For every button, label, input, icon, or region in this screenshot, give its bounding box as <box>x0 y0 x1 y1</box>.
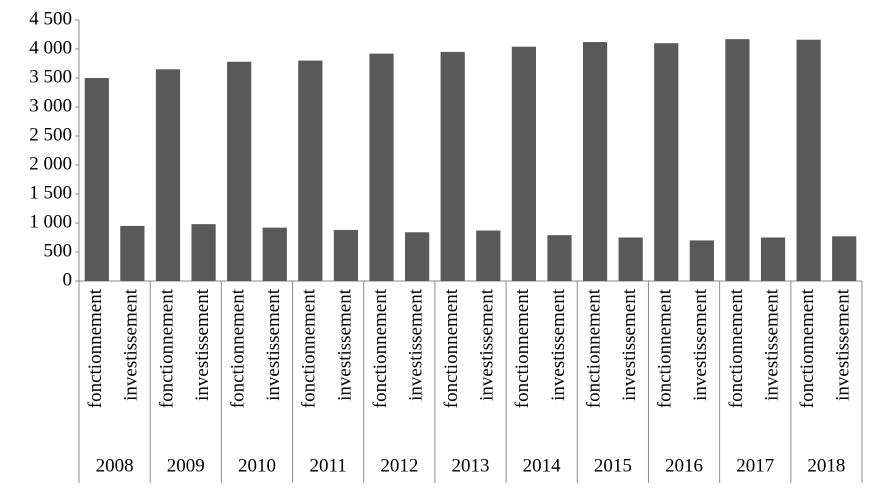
x-tick-label: investissement <box>263 288 284 401</box>
bar <box>476 230 501 281</box>
bar <box>440 51 465 282</box>
bar <box>582 42 608 281</box>
x-group-label: 2017 <box>736 455 774 476</box>
x-tick-label: fonctionnement <box>726 288 747 408</box>
x-group-label: 2015 <box>594 455 632 476</box>
x-tick-label: investissement <box>192 288 213 401</box>
x-group-label: 2012 <box>380 455 418 476</box>
x-tick-label: investissement <box>548 288 569 401</box>
x-group-label: 2008 <box>96 455 134 476</box>
y-tick-label: 4 000 <box>29 37 72 58</box>
x-tick-label: investissement <box>619 288 640 401</box>
bar <box>689 240 714 281</box>
y-tick-label: 2 000 <box>29 153 72 174</box>
y-tick-label: 2 500 <box>29 124 72 145</box>
bar <box>760 237 786 281</box>
x-group-label: 2016 <box>665 455 703 476</box>
y-tick-label: 4 500 <box>29 8 72 29</box>
x-tick-label: fonctionnement <box>512 288 533 408</box>
x-tick-label: fonctionnement <box>85 288 106 408</box>
bar <box>369 53 394 281</box>
bar <box>120 225 145 281</box>
bar <box>618 237 643 281</box>
x-tick-label: fonctionnement <box>370 288 391 408</box>
bar <box>796 39 821 281</box>
x-tick-label: investissement <box>405 288 426 401</box>
y-tick-label: 0 <box>63 269 73 290</box>
bar <box>84 78 109 281</box>
x-tick-label: investissement <box>761 288 782 401</box>
bar <box>725 39 750 281</box>
bar <box>405 232 430 281</box>
bar <box>333 229 359 281</box>
y-tick-label: 1 500 <box>29 182 72 203</box>
y-tick-label: 3 000 <box>29 95 72 116</box>
bar <box>191 224 216 281</box>
y-tick-label: 500 <box>44 240 73 261</box>
x-tick-label: fonctionnement <box>156 288 177 408</box>
bar <box>547 235 572 281</box>
bar <box>832 236 857 281</box>
x-tick-label: fonctionnement <box>441 288 462 408</box>
bar <box>511 46 536 282</box>
bar <box>262 227 287 281</box>
x-tick-label: fonctionnement <box>797 288 818 408</box>
bar <box>654 43 679 282</box>
x-tick-label: fonctionnement <box>655 288 676 408</box>
bar <box>298 60 323 281</box>
x-tick-label: fonctionnement <box>583 288 604 408</box>
x-group-label: 2013 <box>452 455 490 476</box>
x-tick-label: investissement <box>121 288 142 401</box>
x-tick-label: investissement <box>690 288 711 401</box>
x-tick-label: investissement <box>477 288 498 401</box>
x-tick-label: fonctionnement <box>299 288 320 408</box>
y-tick-label: 3 500 <box>29 66 72 87</box>
x-group-label: 2009 <box>167 455 205 476</box>
x-tick-label: fonctionnement <box>228 288 249 408</box>
y-tick-label: 1 000 <box>29 211 72 232</box>
x-group-label: 2014 <box>523 455 562 476</box>
x-tick-label: investissement <box>833 288 854 401</box>
x-group-label: 2018 <box>807 455 845 476</box>
bar <box>155 69 181 281</box>
x-group-label: 2010 <box>238 455 276 476</box>
bar <box>227 61 252 282</box>
x-group-label: 2011 <box>309 455 346 476</box>
x-tick-label: investissement <box>334 288 355 401</box>
